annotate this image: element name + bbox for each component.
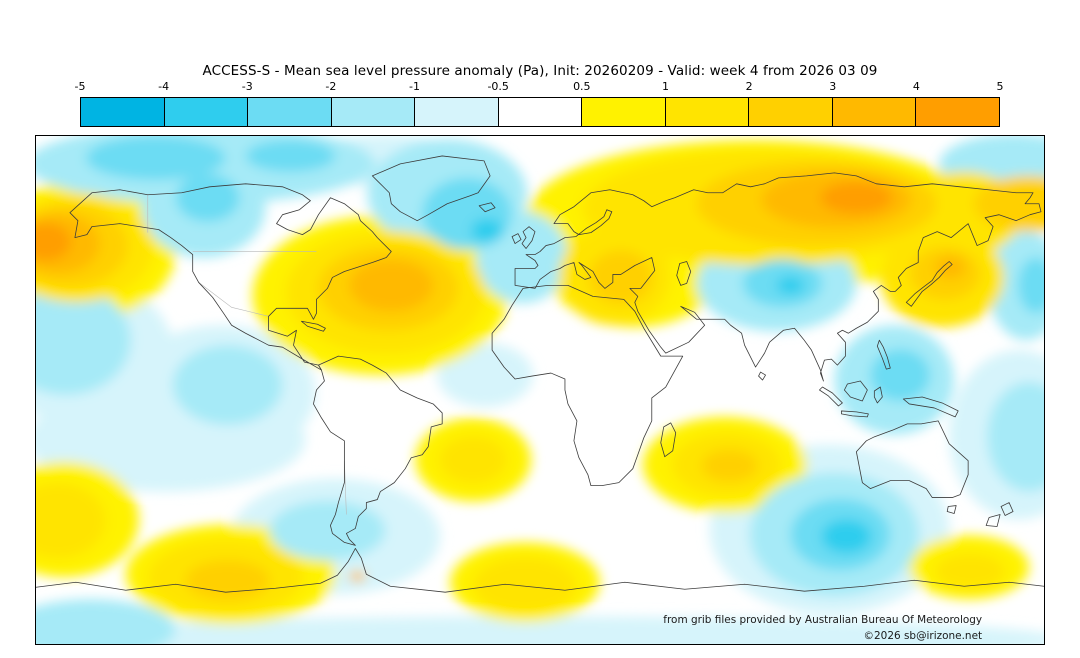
anomaly-blob (172, 345, 283, 425)
map-svg: from grib files provided by Australian B… (36, 136, 1044, 644)
colorbar-segment (415, 98, 499, 126)
colorbar-segment (498, 98, 583, 126)
attribution-source: from grib files provided by Australian B… (663, 614, 982, 626)
anomaly-blob (935, 256, 966, 279)
coast-caspian-sea (676, 261, 692, 286)
anomaly-blob (175, 173, 240, 222)
anomaly-blob (987, 382, 1044, 492)
colorbar-tick: -1 (409, 80, 421, 93)
colorbar-tick: -3 (241, 80, 253, 93)
colorbar-tick: -0.5 (487, 80, 509, 93)
anomaly-blob (85, 136, 226, 180)
colorbar-tick: 3 (829, 80, 837, 93)
colorbar-segment (749, 98, 833, 126)
colorbar-tick: 2 (745, 80, 753, 93)
anomaly-blob (1018, 257, 1044, 314)
anomaly-blob (36, 222, 71, 261)
colorbar-segment (81, 98, 165, 126)
attribution-copyright: ©2026 sb@irizone.net (864, 630, 983, 642)
colorbar-tick: 5 (996, 80, 1004, 93)
colorbar-tick: -5 (74, 80, 86, 93)
coast-south-america (313, 355, 443, 546)
anomaly-blob (988, 230, 1044, 341)
coast-madagascar (660, 422, 677, 458)
anomaly-blob (588, 250, 653, 305)
colorbar-tick: -4 (158, 80, 170, 93)
coast-new-guinea (902, 396, 959, 418)
anomaly-blob (471, 218, 504, 243)
colorbar-segment (916, 98, 1000, 126)
anomaly-blob (269, 500, 386, 561)
colorbar-segment (582, 98, 666, 126)
colorbar-segment (331, 98, 416, 126)
colorbar-tick: -2 (325, 80, 337, 93)
coast-sulawesi (873, 386, 883, 404)
coast-ireland (511, 233, 522, 244)
anomaly-blob (473, 557, 577, 614)
colorbar-segment (832, 98, 917, 126)
anomaly-blob (701, 449, 758, 482)
coast-cuba (301, 320, 326, 332)
coast-africa (491, 285, 684, 487)
anomaly-blob (820, 181, 893, 214)
coast-greenland (371, 155, 491, 222)
coastline-layer (36, 155, 1044, 593)
coast-borneo (843, 380, 868, 402)
colorbar-tick: 4 (912, 80, 920, 93)
coast-tasmania (946, 505, 957, 514)
anomaly-blob (776, 276, 805, 295)
colorbar-segment (665, 98, 750, 126)
colorbar-bar (80, 97, 1000, 127)
coast-new-zealand-south (985, 514, 1001, 527)
coast-eurasia (514, 172, 1042, 382)
anomaly-blob (821, 519, 872, 554)
coast-iceland (478, 202, 496, 213)
anomaly-blob (439, 435, 508, 484)
border-us-mexico (198, 282, 269, 317)
anomaly-blob (245, 139, 336, 172)
anomaly-blob (935, 553, 1006, 590)
coast-sumatra (819, 386, 843, 407)
anomaly-blob (36, 599, 176, 644)
anomaly-blob (437, 343, 534, 407)
coast-philippines (876, 339, 891, 370)
coast-australia (855, 420, 969, 498)
coast-north-america (69, 183, 392, 371)
anomaly-blob (870, 349, 931, 401)
anomaly-blob (185, 560, 270, 601)
colorbar-tick-labels: -5 -4 -3 -2 -1 -0.5 0.5 1 2 3 4 5 (75, 80, 1004, 94)
anomaly-blob (36, 616, 1044, 644)
coast-new-zealand-north (1000, 502, 1014, 516)
chart-title: ACCESS-S - Mean sea level pressure anoma… (202, 63, 878, 79)
coast-java (841, 410, 869, 418)
anomaly-blob (36, 285, 131, 395)
anomaly-blob-layer (36, 136, 1044, 644)
coast-uk (521, 226, 536, 249)
colorbar-tick: 1 (661, 80, 669, 93)
anomaly-blob (349, 571, 366, 582)
colorbar-tick: 0.5 (573, 80, 591, 93)
coast-sri-lanka (758, 371, 766, 381)
world-map: from grib files provided by Australian B… (35, 135, 1045, 645)
colorbar-segment (164, 98, 249, 126)
anomaly-blob (36, 482, 106, 559)
colorbar-segment (248, 98, 332, 126)
coast-antarctica (36, 547, 1044, 593)
coast-japan (905, 261, 953, 307)
anomaly-blob (349, 259, 434, 312)
